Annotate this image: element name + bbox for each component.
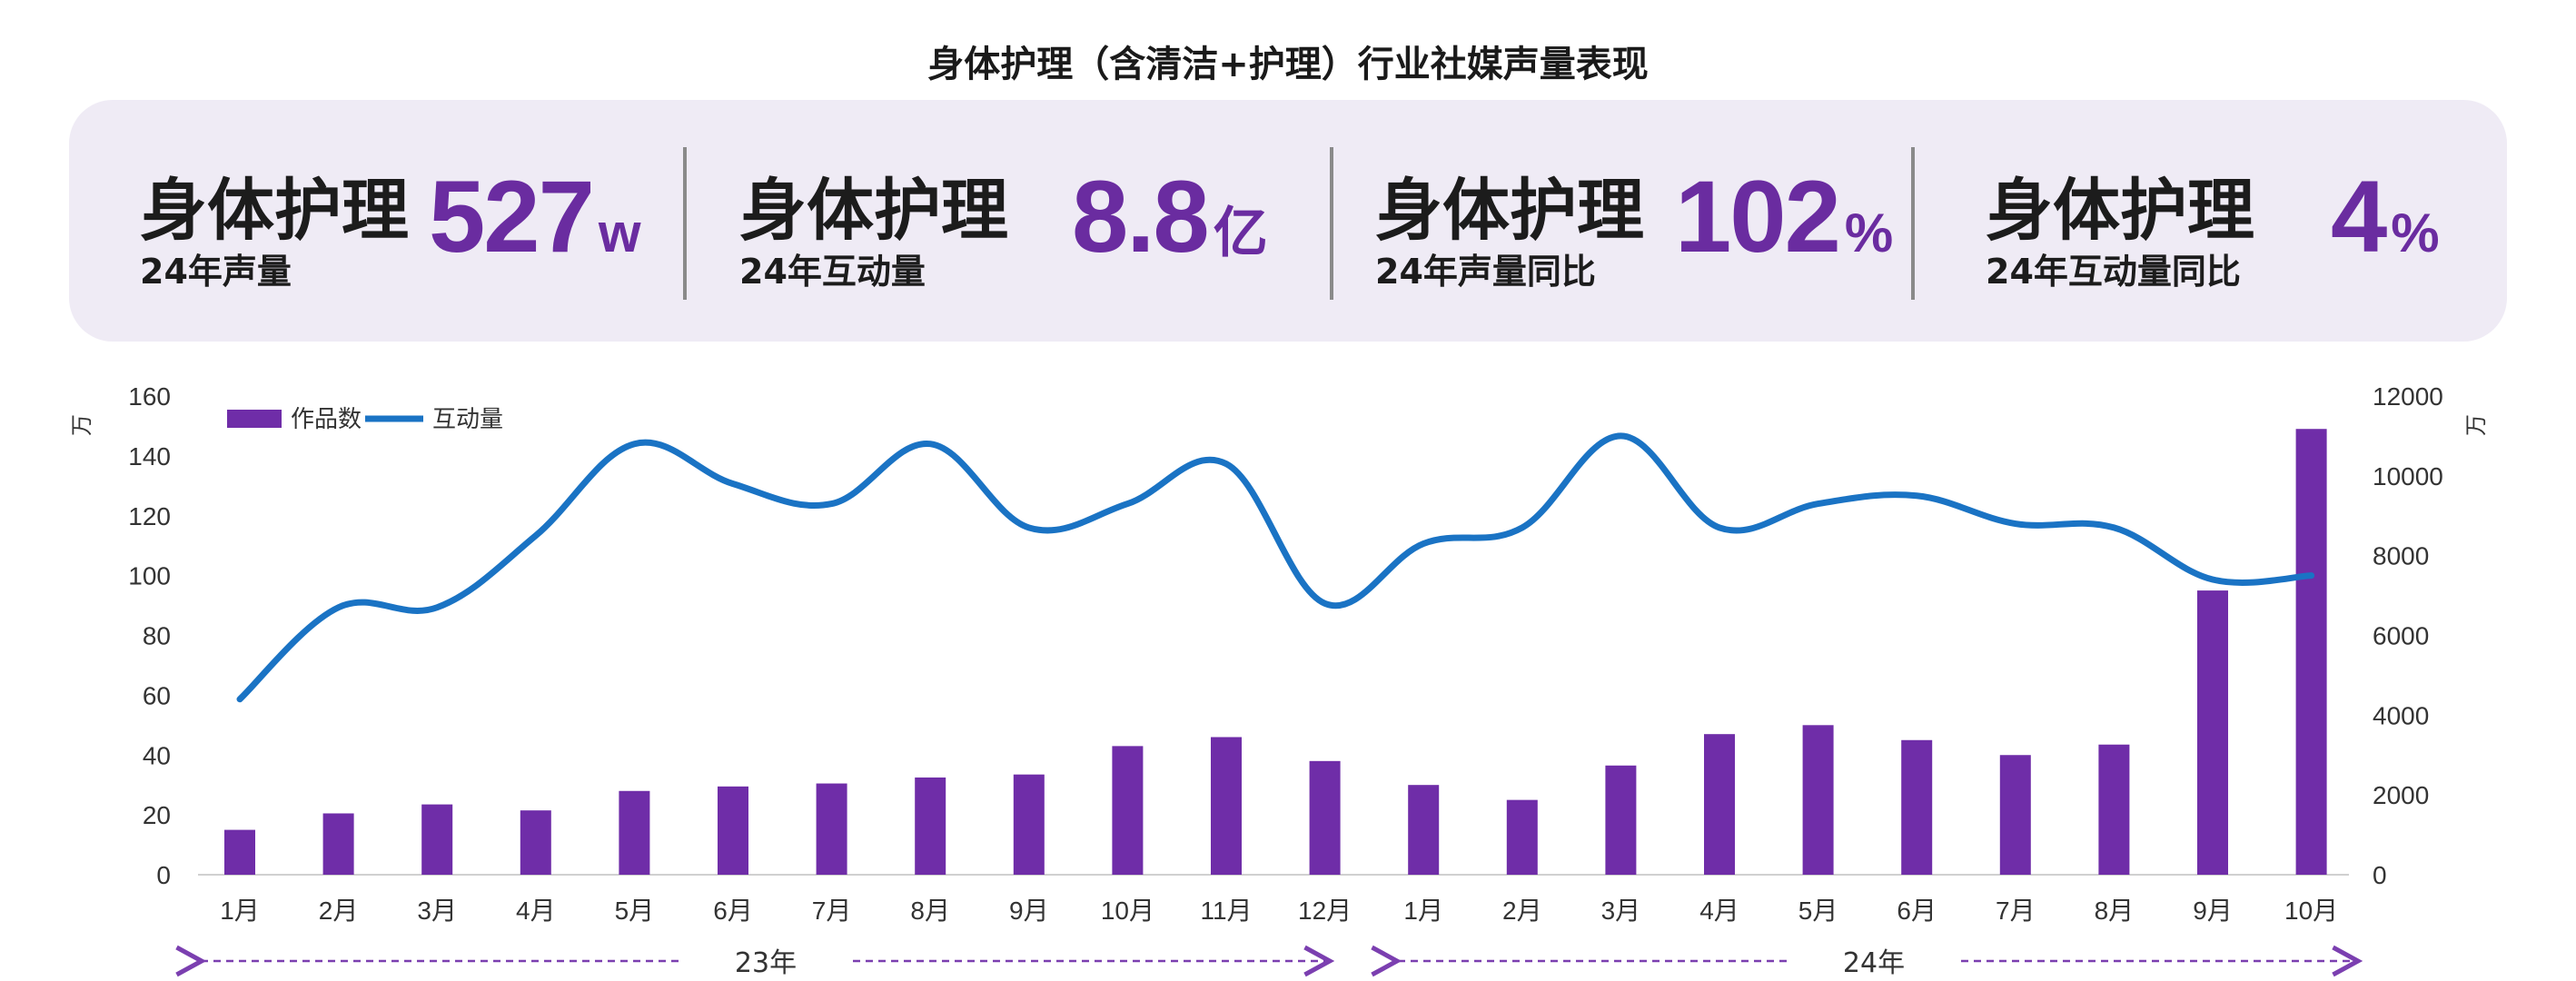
x-tick-label: 10月 (2284, 897, 2338, 925)
bar-作品数 (1309, 760, 1341, 875)
x-tick-label: 11月 (1200, 897, 1252, 925)
x-tick-label: 3月 (417, 897, 457, 925)
kpi-unit: % (2391, 203, 2440, 263)
bar-作品数 (224, 829, 255, 875)
y-left-tick-label: 160 (128, 382, 171, 411)
legend-label-line: 互动量 (432, 406, 503, 433)
y-left-tick-label: 140 (128, 442, 171, 471)
x-tick-label: 5月 (1798, 897, 1838, 925)
x-tick-label: 7月 (1996, 897, 2036, 925)
bar-作品数 (816, 783, 847, 875)
x-tick-label: 2月 (319, 897, 359, 925)
x-tick-label: 8月 (910, 897, 950, 925)
kpi-heading: 身体护理 (140, 172, 409, 250)
kpi-label: 24年声量 (140, 252, 292, 292)
y-right-tick-label: 12000 (2373, 382, 2443, 411)
kpi-unit: w (598, 203, 641, 263)
y-left-tick-label: 0 (156, 861, 171, 889)
bar-作品数 (1408, 785, 1440, 875)
y-right-tick-label: 8000 (2373, 542, 2429, 570)
y-right-tick-label: 2000 (2373, 781, 2429, 809)
kpi-heading: 身体护理 (1986, 172, 2254, 250)
bar-作品数 (1999, 755, 2031, 875)
kpi-heading: 身体护理 (1375, 172, 1644, 250)
kpi-heading: 身体护理 (739, 172, 1008, 250)
bar-作品数 (2295, 429, 2327, 875)
kpi-number: 102 (1675, 160, 1841, 273)
kpi-value: 4% (2331, 158, 2440, 275)
period-label: 23年 (735, 947, 797, 979)
kpi-number: 527 (429, 160, 595, 273)
x-tick-label: 7月 (812, 897, 852, 925)
y-left-tick-label: 80 (143, 622, 171, 650)
bar-作品数 (421, 804, 453, 875)
x-tick-label: 4月 (516, 897, 556, 925)
bar-作品数 (915, 777, 946, 875)
bar-作品数 (619, 790, 650, 875)
y-left-tick-label: 120 (128, 502, 171, 530)
bar-作品数 (1013, 774, 1045, 875)
x-tick-label: 1月 (1403, 897, 1443, 925)
page-title: 身体护理（含清洁+护理）行业社媒声量表现 (927, 44, 1649, 85)
kpi-label: 24年互动量 (739, 252, 926, 292)
x-tick-label: 2月 (1502, 897, 1542, 925)
bar-作品数 (1211, 737, 1242, 875)
x-tick-label: 12月 (1298, 897, 1352, 925)
x-tick-label: 5月 (615, 897, 655, 925)
y-right-tick-label: 0 (2373, 861, 2387, 889)
y-left-tick-label: 60 (143, 681, 171, 709)
kpi-unit: 亿 (1213, 203, 1268, 263)
y-left-tick-label: 40 (143, 741, 171, 769)
kpi-value: 527 w (429, 158, 641, 275)
y-left-unit: 万 (69, 414, 94, 436)
bar-作品数 (2098, 744, 2130, 875)
x-tick-label: 6月 (1897, 897, 1937, 925)
legend-label-bar: 作品数 (291, 406, 362, 433)
kpi-unit: % (1844, 203, 1894, 263)
y-right-tick-label: 4000 (2373, 701, 2429, 729)
bar-作品数 (1802, 725, 1834, 875)
kpi-divider (683, 147, 687, 300)
bar-作品数 (2197, 590, 2228, 875)
y-right-tick-label: 10000 (2373, 462, 2443, 490)
x-tick-label: 6月 (713, 897, 753, 925)
kpi-divider (1330, 147, 1333, 300)
bar-作品数 (718, 786, 748, 875)
kpi-label: 24年互动量同比 (1986, 252, 2241, 292)
x-tick-label: 10月 (1101, 897, 1154, 925)
bar-作品数 (520, 810, 551, 875)
y-left-tick-label: 20 (143, 801, 171, 829)
y-right-unit: 万 (2463, 414, 2489, 436)
bar-作品数 (1901, 739, 1933, 875)
kpi-value: 8.8 亿 (1072, 158, 1268, 275)
legend-swatch-bar (227, 410, 282, 428)
y-right-tick-label: 6000 (2373, 622, 2429, 650)
period-label: 24年 (1843, 947, 1905, 979)
kpi-number: 4 (2331, 160, 2387, 273)
kpi-number: 8.8 (1072, 160, 1210, 273)
x-tick-label: 3月 (1601, 897, 1641, 925)
x-tick-label: 9月 (2193, 897, 2233, 925)
bar-作品数 (1506, 799, 1538, 875)
kpi-value: 102% (1675, 158, 1893, 275)
bar-作品数 (1112, 746, 1144, 875)
line-互动量 (236, 432, 2315, 703)
x-tick-label: 8月 (2095, 897, 2135, 925)
kpi-label: 24年声量同比 (1375, 252, 1596, 292)
bar-作品数 (1704, 734, 1735, 875)
kpi-panel: 身体护理 24年声量 527 w 身体护理 24年互动量 8.8 亿 身体护理 24… (69, 100, 2507, 342)
y-left-tick-label: 100 (128, 562, 171, 590)
x-tick-label: 4月 (1699, 897, 1739, 925)
bar-作品数 (322, 813, 354, 875)
kpi-divider (1911, 147, 1915, 300)
bar-作品数 (1605, 765, 1637, 875)
x-tick-label: 1月 (220, 897, 260, 925)
x-tick-label: 9月 (1009, 897, 1049, 925)
